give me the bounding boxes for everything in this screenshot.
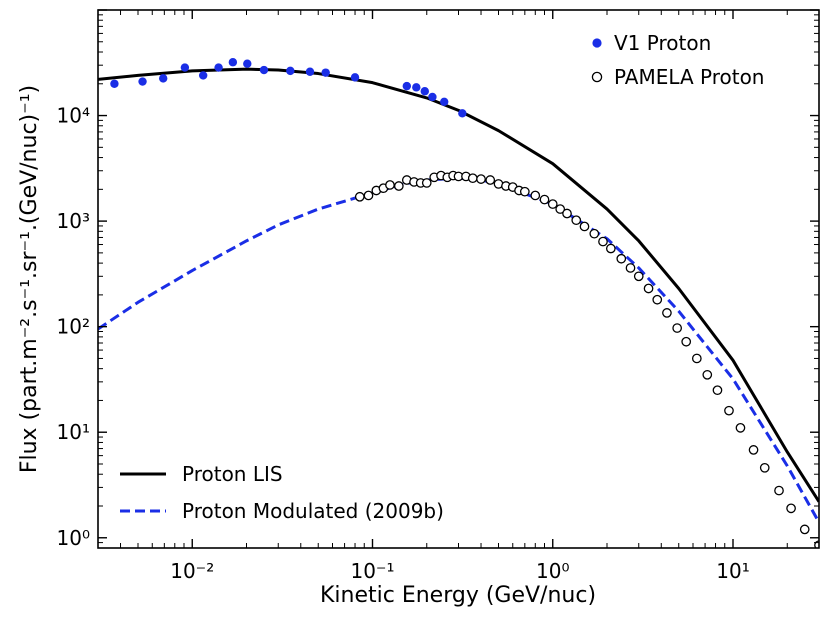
v1-proton-point bbox=[180, 63, 190, 72]
pamela-proton-point bbox=[571, 215, 582, 226]
pamela-proton-point bbox=[633, 271, 644, 282]
y-tick-label: 10⁴ bbox=[57, 104, 90, 128]
x-tick-label: 10⁰ bbox=[536, 559, 569, 583]
v1-proton-point bbox=[159, 74, 168, 83]
y-tick-label: 10² bbox=[57, 315, 90, 339]
y-tick-label: 10⁰ bbox=[57, 526, 90, 550]
pamela-proton-point bbox=[385, 180, 395, 190]
x-tick-label: 10¹ bbox=[716, 559, 749, 583]
pamela-proton-point bbox=[616, 253, 627, 264]
x-tick-label: 10⁻¹ bbox=[350, 559, 394, 583]
pamela-proton-point bbox=[579, 221, 590, 232]
pamela-proton-point bbox=[735, 422, 746, 433]
plot-frame bbox=[97, 9, 820, 549]
legend-label-proton-lis: Proton LIS bbox=[182, 462, 283, 486]
pamela-proton-point bbox=[748, 445, 759, 455]
pamela-proton-point bbox=[547, 199, 558, 209]
pamela-proton-point bbox=[354, 191, 365, 202]
legend-label-v1-proton: V1 Proton bbox=[614, 31, 711, 55]
pamela-proton-point bbox=[774, 485, 784, 496]
v1-proton-point bbox=[458, 109, 467, 118]
pamela-proton-point bbox=[672, 323, 683, 333]
v1-proton-point bbox=[286, 66, 295, 76]
v1-proton-point bbox=[350, 73, 360, 82]
v1-proton-point bbox=[428, 92, 437, 102]
pamela-proton-point bbox=[759, 462, 770, 473]
v1-proton-point bbox=[138, 77, 147, 86]
pamela-proton-point bbox=[485, 175, 496, 185]
y-axis-title: Flux (part.m⁻².s⁻¹.sr⁻¹.(GeV/nuc)⁻¹) bbox=[17, 85, 42, 473]
legend-label-proton-modulated-2009b: Proton Modulated (2009b) bbox=[182, 499, 444, 523]
v1-proton-point bbox=[228, 58, 238, 67]
pamela-proton-point bbox=[519, 186, 530, 197]
v1-proton-point bbox=[259, 65, 269, 75]
pamela-proton-point bbox=[662, 308, 672, 318]
pamela-proton-point bbox=[467, 173, 478, 184]
pamela-proton-point bbox=[363, 190, 374, 201]
legend-label-pamela-proton: PAMELA Proton bbox=[614, 65, 764, 89]
pamela-proton-point bbox=[555, 204, 566, 214]
pamela-proton-point bbox=[681, 336, 692, 347]
axis-ticks: 10⁻² 10⁻¹ 10⁰ 10¹ 10⁰ 10¹ 10² 10³ 10⁴ bbox=[57, 9, 820, 583]
pamela-proton-point bbox=[421, 178, 432, 188]
pamela-proton-point bbox=[799, 524, 810, 535]
pamela-proton-point bbox=[652, 294, 663, 305]
y-tick-label: 10¹ bbox=[57, 420, 90, 444]
plot-area bbox=[98, 58, 819, 548]
pamela-proton-point bbox=[530, 190, 541, 201]
pamela-proton-point bbox=[476, 174, 486, 184]
pamela-proton-point bbox=[643, 283, 654, 294]
pamela-proton-point bbox=[625, 263, 636, 273]
pamela-proton-point bbox=[712, 385, 723, 396]
data-layer bbox=[98, 58, 819, 548]
v1-proton-point bbox=[321, 68, 330, 77]
legend: V1 Proton PAMELA Proton Proton LIS Proton M… bbox=[120, 31, 764, 523]
pamela-proton-point bbox=[589, 228, 600, 239]
v1-proton-point bbox=[214, 63, 223, 72]
pamela-proton-point bbox=[393, 181, 404, 191]
x-tick-label: 10⁻² bbox=[170, 559, 214, 583]
v1-proton-point bbox=[412, 83, 421, 92]
x-axis-title: Kinetic Energy (GeV/nuc) bbox=[320, 583, 596, 608]
v1-proton-point bbox=[110, 79, 119, 88]
pamela-proton-point bbox=[598, 236, 608, 247]
v1-proton-point bbox=[243, 59, 252, 68]
v1-proton-point bbox=[198, 71, 208, 80]
y-tick-label: 10³ bbox=[57, 209, 90, 233]
series-line-proton-lis bbox=[98, 67, 819, 503]
v1-proton-point bbox=[440, 97, 449, 107]
pamela-proton-point bbox=[605, 243, 616, 254]
legend-marker-pamela-proton bbox=[591, 71, 603, 83]
v1-proton-point bbox=[420, 87, 429, 96]
v1-proton-point bbox=[305, 67, 315, 76]
pamela-proton-point bbox=[702, 369, 713, 380]
pamela-proton-point bbox=[562, 208, 572, 219]
pamela-proton-point bbox=[786, 503, 796, 514]
pamela-proton-point bbox=[691, 353, 702, 364]
pamela-proton-point bbox=[724, 405, 734, 416]
v1-proton-point bbox=[402, 81, 412, 91]
pamela-proton-point bbox=[539, 194, 550, 205]
legend-marker-v1-proton bbox=[592, 38, 602, 48]
